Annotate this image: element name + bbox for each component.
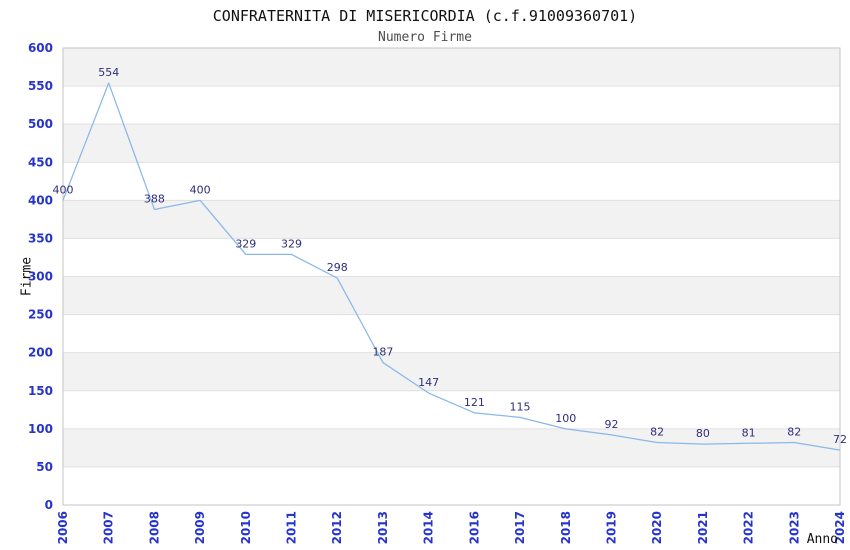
y-axis-title: Firme	[20, 257, 35, 296]
y-axis-tick-label: 200	[28, 346, 53, 360]
plot-band	[63, 352, 840, 391]
data-point-label: 81	[742, 426, 756, 439]
data-point-label: 388	[144, 192, 165, 205]
x-axis-tick-label: 2022	[742, 511, 756, 544]
y-axis-tick-label: 500	[28, 117, 53, 131]
x-axis-tick-label: 2007	[102, 511, 116, 544]
data-point-label: 72	[833, 433, 847, 446]
y-axis-tick-label: 150	[28, 384, 53, 398]
x-axis-tick-label: 2020	[650, 511, 664, 544]
y-axis-tick-label: 100	[28, 422, 53, 436]
plot-border	[62, 47, 841, 506]
x-axis-tick-label: 2009	[193, 511, 207, 544]
data-point-label: 121	[464, 396, 485, 409]
chart-title: CONFRATERNITA DI MISERICORDIA (c.f.91009…	[213, 7, 637, 25]
x-axis-tick-label: 2012	[330, 511, 344, 544]
y-axis-tick-label: 50	[36, 460, 53, 474]
data-point-label: 329	[281, 237, 302, 250]
x-axis-tick-label: 2006	[56, 511, 70, 544]
x-axis-title: Anno	[807, 532, 838, 547]
y-axis-tick-label: 400	[28, 193, 53, 207]
data-point-label: 92	[604, 418, 618, 431]
data-point-label: 82	[787, 426, 801, 439]
data-point-label: 298	[327, 261, 348, 274]
y-axis-tick-label: 550	[28, 79, 53, 93]
x-axis-tick-label: 2023	[787, 511, 801, 544]
data-point-label: 400	[53, 183, 74, 196]
plot-band	[63, 276, 840, 315]
y-axis-tick-label: 300	[28, 270, 53, 284]
y-axis-tick-label: 350	[28, 231, 53, 245]
data-point-label: 329	[235, 237, 256, 250]
data-point-label: 147	[418, 376, 439, 389]
x-axis-tick-label: 2014	[422, 511, 436, 544]
chart-subtitle: Numero Firme	[378, 30, 472, 45]
data-point-label: 115	[510, 400, 531, 413]
x-axis-tick-label: 2013	[376, 511, 390, 544]
y-axis-tick-label: 450	[28, 155, 53, 169]
x-axis-tick-label: 2021	[696, 511, 710, 544]
plot-area: 0 50 100 150 200 250 300 350 400 450 500 550 600 2006…	[20, 41, 848, 547]
x-axis-tick-label: 2018	[559, 511, 573, 544]
data-line	[62, 82, 841, 451]
y-axis-tick-label: 250	[28, 308, 53, 322]
y-axis-tick-label: 0	[45, 498, 53, 512]
data-point-label: 82	[650, 426, 664, 439]
x-axis-tick-label: 2011	[285, 511, 299, 544]
plot-band	[63, 124, 840, 163]
plot-band	[63, 200, 840, 239]
x-axis-tick-label: 2010	[239, 511, 253, 544]
x-axis-tick-label: 2016	[467, 511, 481, 544]
x-axis-tick-label: 2008	[147, 511, 161, 544]
x-axis-tick-label: 2024	[833, 511, 847, 544]
data-point-label: 400	[190, 183, 211, 196]
data-point-label: 100	[555, 412, 576, 425]
data-point-label: 80	[696, 427, 710, 440]
x-axis-tick-label: 2017	[513, 511, 527, 544]
data-point-label: 187	[372, 346, 393, 359]
plot-band	[63, 428, 840, 467]
y-axis-tick-label: 600	[28, 41, 53, 55]
data-point-label: 554	[98, 66, 119, 79]
plot-band	[63, 48, 840, 87]
x-axis-tick-label: 2019	[604, 511, 618, 544]
